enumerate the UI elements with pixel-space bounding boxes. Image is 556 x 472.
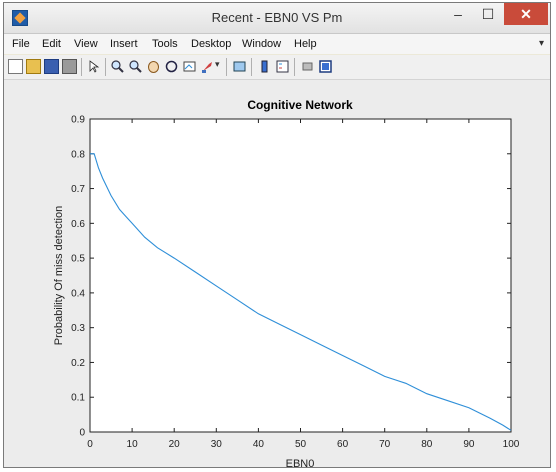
rotate-3d-icon[interactable] [164,59,179,74]
brush-dropdown-icon[interactable]: ▾ [215,59,220,69]
plot-svg: Cognitive Network EBN0 Probability Of mi… [53,98,520,468]
figure-window: Recent - EBN0 VS Pm – ☐ ✕ File Edit View… [3,2,551,468]
y-tick-label: 0.9 [71,115,85,126]
open-file-icon[interactable] [26,59,41,74]
colorbar-icon[interactable] [257,59,272,74]
x-tick-label: 30 [211,439,223,450]
toolbar-separator [81,58,82,76]
y-tick-label: 0.6 [71,219,85,230]
menu-overflow-arrow-icon[interactable]: ▾ [538,38,544,49]
x-tick-label: 100 [503,439,520,450]
link-plot-icon[interactable] [232,59,247,74]
y-tick-label: 0 [79,428,85,439]
menu-bar: File Edit View Insert Tools Desktop Wind… [4,34,550,54]
menu-tools[interactable]: Tools [152,38,178,50]
menu-insert[interactable]: Insert [110,38,138,50]
y-tick-label: 0.7 [71,184,85,195]
figure-toolbar: ▾ [4,55,550,80]
y-tick-label: 0.2 [71,358,85,369]
x-axis-label: EBN0 [286,458,315,468]
toolbar-separator [226,58,227,76]
y-tick-label: 0.4 [71,288,85,299]
chart-title: Cognitive Network [247,98,353,112]
maximize-button[interactable]: ☐ [481,5,495,22]
x-tick-label: 70 [379,439,391,450]
new-figure-icon[interactable] [8,59,23,74]
save-icon[interactable] [44,59,59,74]
menu-desktop[interactable]: Desktop [191,38,232,50]
menu-window[interactable]: Window [242,38,282,50]
x-tick-label: 20 [169,439,181,450]
y-tick-label: 0.5 [71,254,85,265]
menu-help[interactable]: Help [294,38,317,50]
matlab-app-icon [12,10,28,26]
y-tick-label: 0.1 [71,393,85,404]
figure-canvas: Cognitive Network EBN0 Probability Of mi… [4,80,550,468]
x-tick-label: 50 [295,439,307,450]
toolbar-separator [294,58,295,76]
print-icon[interactable] [62,59,77,74]
x-tick-label: 10 [127,439,139,450]
x-tick-label: 40 [253,439,265,450]
hide-plot-tools-icon[interactable] [300,59,315,74]
toolbar-separator [251,58,252,76]
series-line [90,153,512,431]
minimize-button[interactable]: – [454,6,462,22]
y-axis-label: Probability Of miss detection [53,206,65,345]
brush-icon[interactable] [200,59,215,74]
show-plot-tools-icon[interactable] [318,59,333,74]
x-tick-label: 90 [463,439,475,450]
x-tick-label: 80 [421,439,433,450]
plot-axes-box[interactable] [89,118,512,433]
close-button[interactable]: ✕ [504,3,548,25]
data-cursor-icon[interactable] [182,59,197,74]
x-tick-label: 0 [87,439,93,450]
zoom-in-icon[interactable] [110,59,125,74]
zoom-out-icon[interactable] [128,59,143,74]
y-tick-label: 0.8 [71,149,85,160]
window-title: Recent - EBN0 VS Pm [211,10,343,25]
menu-view[interactable]: View [74,38,98,50]
title-bar[interactable]: Recent - EBN0 VS Pm – ☐ ✕ [4,3,550,34]
pointer-icon[interactable] [86,59,101,74]
toolbar-separator [105,58,106,76]
menu-edit[interactable]: Edit [42,38,61,50]
x-tick-label: 60 [337,439,349,450]
legend-icon[interactable] [275,59,290,74]
menu-file[interactable]: File [12,38,30,50]
pan-icon[interactable] [146,59,161,74]
y-tick-label: 0.3 [71,323,85,334]
